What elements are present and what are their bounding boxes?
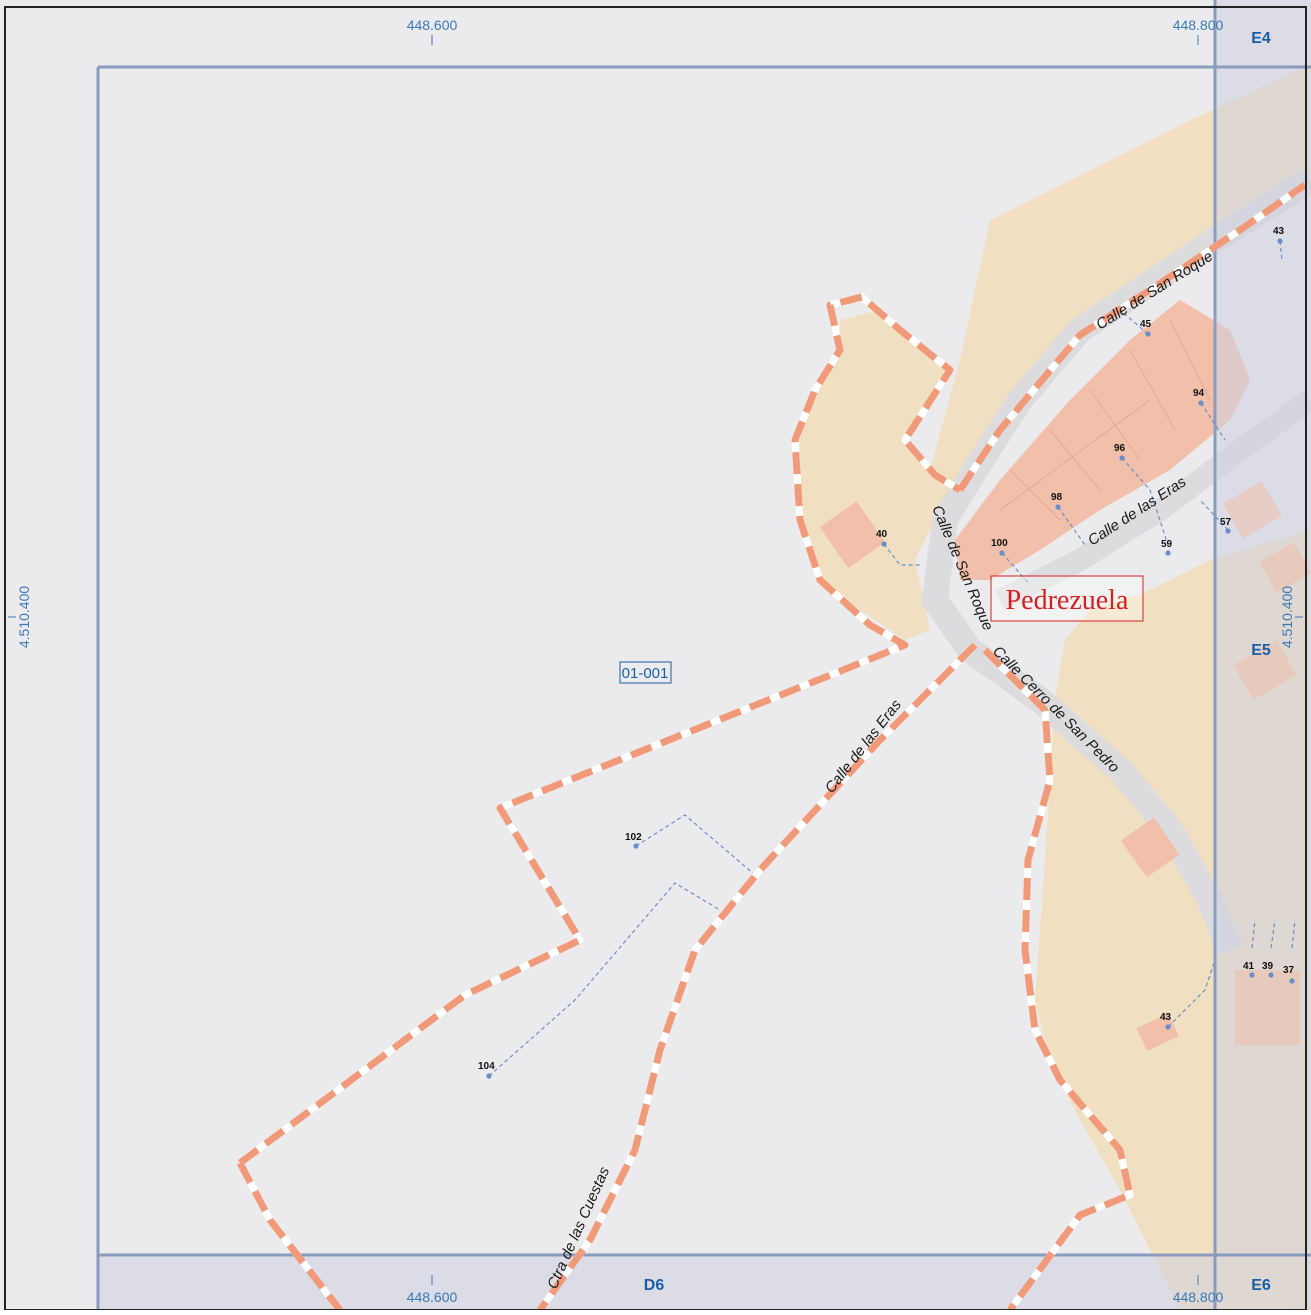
place-name-label[interactable]: Pedrezuela [1006, 585, 1129, 616]
section-id-frame [619, 661, 672, 684]
street-surface [921, 168, 1311, 955]
house-number: 104 [478, 1061, 495, 1072]
house-number-labels: 43 45 94 96 98 100 57 59 40 102 104 43 4… [478, 226, 1295, 1072]
house-number: 100 [991, 538, 1008, 549]
coordinate-ticks [8, 35, 1303, 1285]
house-number: 94 [1193, 388, 1205, 399]
grid-cell-label-middle-right[interactable]: E5 [1251, 642, 1271, 659]
house-number: 98 [1051, 492, 1063, 503]
house-number: 40 [876, 529, 888, 540]
place-label-frame [990, 575, 1144, 622]
house-number: 43 [1273, 226, 1285, 237]
x-coordinate-label-bottom-left: 448.600 [407, 1289, 458, 1305]
parcel-lines [999, 319, 1211, 521]
building [819, 501, 886, 569]
section-id-label[interactable]: 01-001 [622, 665, 669, 682]
building [1120, 817, 1180, 878]
grid-cell-label-top-right[interactable]: E4 [1251, 30, 1271, 47]
grid-cell-label-bottom-center[interactable]: D6 [644, 1277, 665, 1294]
house-number: 59 [1161, 539, 1173, 550]
x-coordinate-label-top-left: 448.600 [407, 17, 458, 33]
central-block [955, 300, 1250, 580]
x-coordinate-label-top-right: 448.800 [1173, 17, 1224, 33]
house-number: 41 [1243, 961, 1255, 972]
house-number: 96 [1114, 443, 1126, 454]
address-points [486, 238, 1295, 1079]
building [1136, 1013, 1179, 1051]
house-number: 45 [1140, 319, 1152, 330]
grid-cell-label-bottom-right[interactable]: E6 [1251, 1277, 1271, 1294]
parcel-connectors [488, 240, 1296, 1077]
x-coordinate-label-bottom-right: 448.800 [1173, 1289, 1224, 1305]
urban-area-west [800, 310, 960, 640]
house-number: 39 [1262, 961, 1274, 972]
house-number: 102 [625, 832, 642, 843]
house-number: 57 [1220, 517, 1232, 528]
house-number: 37 [1283, 965, 1295, 976]
house-number: 43 [1160, 1012, 1172, 1023]
y-coordinate-label-right: 4.510.400 [1279, 586, 1295, 648]
adjacent-buildings [1222, 481, 1311, 1045]
section-boundary [236, 182, 1307, 1313]
y-coordinate-label-left: 4.510.400 [16, 586, 32, 648]
